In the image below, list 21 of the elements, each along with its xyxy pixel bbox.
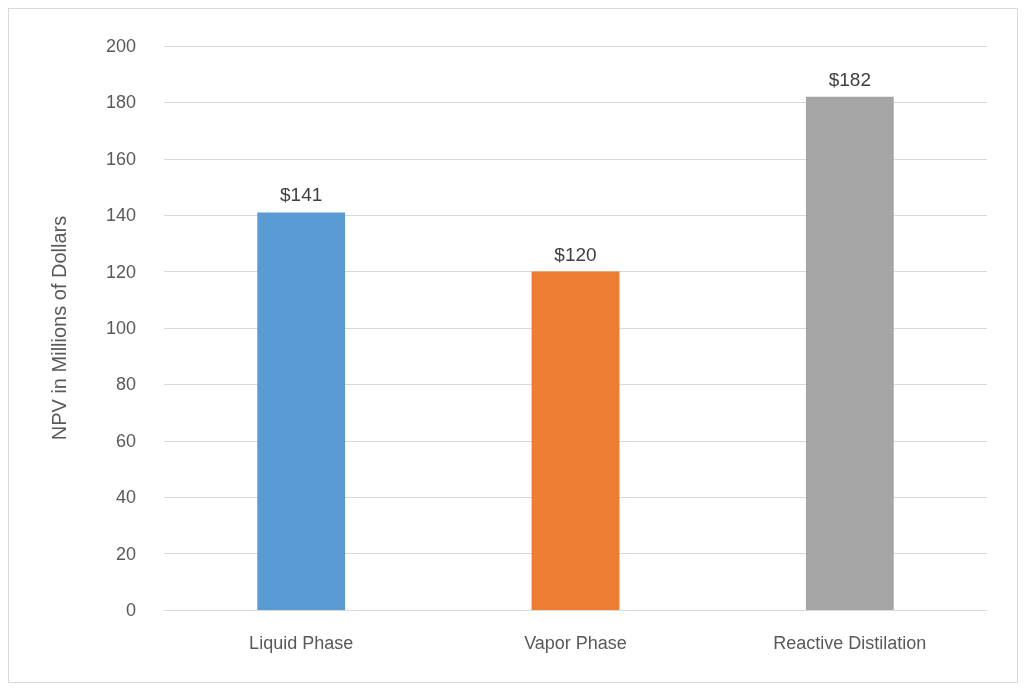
y-tick-label: 40 (115, 487, 136, 508)
data-label: $120 (554, 243, 597, 265)
y-tick-label: 20 (115, 543, 136, 564)
y-tick-label: 80 (115, 374, 136, 395)
data-label: $141 (280, 184, 323, 206)
y-tick-label: 160 (105, 148, 136, 169)
y-tick-label: 200 (105, 36, 136, 56)
y-tick-label: 180 (105, 92, 136, 113)
x-tick-label: Vapor Phase (524, 633, 627, 653)
y-tick-label: 140 (105, 205, 136, 226)
x-tick-label: Liquid Phase (249, 633, 354, 653)
bar (805, 96, 894, 610)
x-tick-label: Reactive Distilation (773, 633, 927, 653)
y-tick-label: 60 (115, 430, 136, 451)
y-axis-title: NPV in Millions of Dollars (48, 215, 70, 441)
bar (257, 212, 346, 610)
y-tick-label: 100 (105, 318, 136, 338)
y-tick-label: 120 (105, 261, 136, 282)
bar (531, 271, 620, 610)
data-label: $182 (828, 68, 871, 90)
y-tick-label: 0 (125, 600, 136, 620)
